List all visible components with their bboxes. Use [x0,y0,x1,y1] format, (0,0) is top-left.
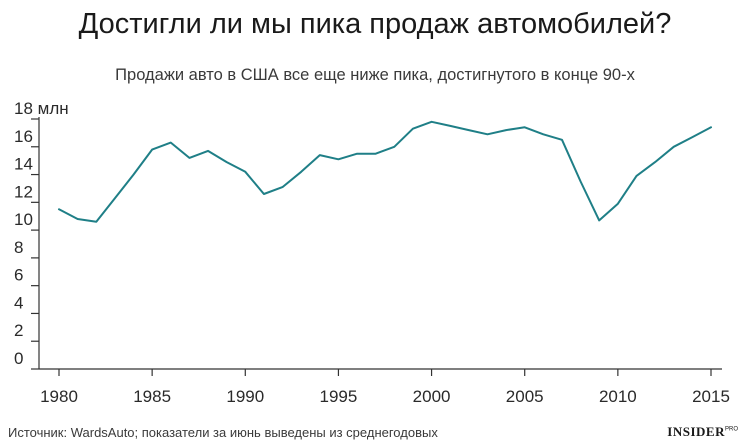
data-point [468,129,470,131]
data-point [281,186,283,188]
data-point [132,173,134,175]
data-point [524,126,526,128]
data-point [654,161,656,163]
data-point [449,125,451,127]
data-point [114,197,116,199]
y-tick-label: 18 млн [14,99,69,118]
data-point [505,129,507,131]
data-point [244,171,246,173]
data-point [58,208,60,210]
x-tick-label: 2010 [599,387,637,406]
x-tick-label: 2015 [692,387,730,406]
brand-suffix: PRO [724,426,738,433]
data-point [691,136,693,138]
data-point [337,158,339,160]
series-line [58,120,712,223]
data-point [430,121,432,123]
y-tick-label: 12 [14,182,33,201]
data-point [225,161,227,163]
x-tick-label: 1980 [40,387,78,406]
data-point [542,133,544,135]
y-tick-label: 10 [14,210,33,229]
x-tick-label: 2000 [413,387,451,406]
x-tick-label: 1990 [226,387,264,406]
axes [31,117,722,376]
data-point [95,221,97,223]
y-tick-label: 14 [14,155,33,174]
chart-title: Достигли ли мы пика продаж автомобилей? [78,8,672,40]
data-point [486,133,488,135]
data-point [579,180,581,182]
data-point [263,193,265,195]
y-tick-label: 6 [14,266,23,285]
series-layer [58,120,712,223]
data-point [76,218,78,220]
data-point [561,139,563,141]
brand-name: INSIDER [667,424,725,439]
data-point [300,171,302,173]
data-point [710,126,712,128]
y-tick-label: 8 [14,238,23,257]
data-point [356,153,358,155]
data-point [374,153,376,155]
y-tick-label: 16 [14,127,33,146]
y-tick-label: 2 [14,321,23,340]
data-point [170,141,172,143]
source-note: Источник: WardsAuto; показатели за июнь … [8,425,438,440]
brand-logo: INSIDERPRO [667,424,738,440]
x-tick-label: 1995 [320,387,358,406]
y-tick-label: 4 [14,293,23,312]
data-point [635,175,637,177]
data-point [617,203,619,205]
y-tick-label: 0 [14,349,23,368]
tick-labels: 0 2 4 6 8 10 12 14 16 18 млн 1980 1985 1990 1995 2000 2… [14,99,730,406]
data-point [319,154,321,156]
x-tick-label: 2005 [506,387,544,406]
chart-subtitle: Продажи авто в США все еще ниже пика, до… [115,66,635,84]
x-tick-label: 1985 [133,387,171,406]
data-point [673,146,675,148]
data-point [188,157,190,159]
data-point [412,128,414,130]
data-point [151,148,153,150]
data-point [393,146,395,148]
data-point [207,150,209,152]
data-point [598,219,600,221]
